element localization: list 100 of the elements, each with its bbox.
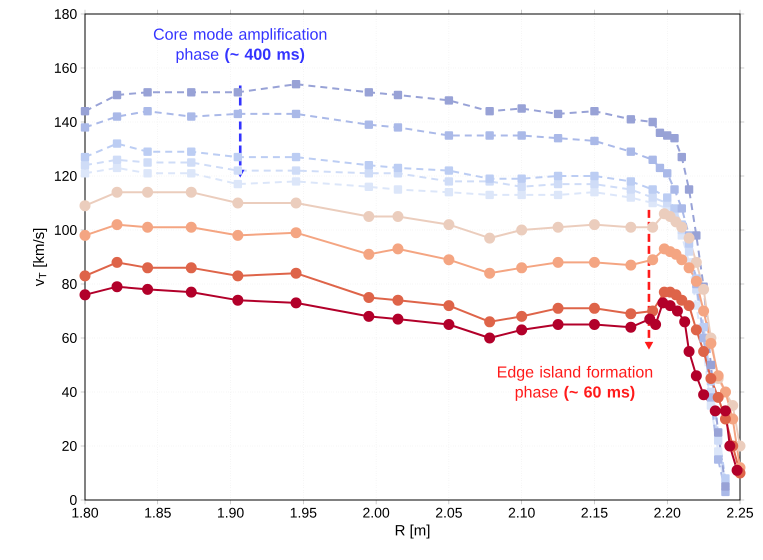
annotation: Core mode amplification phase (~ 400 ms) [154, 28, 326, 64]
y-tick-label: 100 [54, 225, 77, 235]
point [698, 284, 710, 295]
point [363, 292, 374, 303]
x-tick-label: 2.00 [363, 508, 390, 518]
point [484, 316, 496, 328]
point [588, 219, 600, 230]
point [626, 177, 636, 186]
point [706, 360, 716, 370]
point [724, 440, 736, 452]
y-tick-label: 120 [54, 171, 77, 181]
point [684, 262, 695, 274]
point [625, 222, 636, 233]
point [485, 190, 494, 200]
point [663, 169, 672, 178]
x-tick-label: 2.20 [654, 508, 680, 518]
point [590, 172, 599, 180]
point [80, 106, 90, 116]
point [143, 106, 152, 116]
point [721, 474, 730, 483]
point [112, 186, 123, 198]
point [187, 169, 196, 178]
point [292, 177, 300, 186]
point [517, 174, 526, 183]
point [676, 294, 688, 306]
y-tick-label: 60 [62, 333, 77, 343]
x-tick-label: 1.85 [145, 508, 171, 518]
point [392, 314, 404, 325]
point [142, 186, 154, 198]
point [234, 180, 242, 188]
annotation: Edge island formation phase (~ 60 ms) [498, 366, 652, 401]
point [516, 324, 528, 336]
point [392, 211, 404, 222]
y-tick-label: 40 [62, 387, 77, 397]
point [590, 188, 599, 196]
point [363, 248, 374, 260]
point [186, 262, 197, 274]
point [554, 110, 562, 118]
point [554, 134, 562, 142]
point [679, 316, 690, 328]
point [517, 104, 526, 113]
point [588, 256, 600, 268]
point [517, 131, 526, 140]
point [394, 185, 402, 194]
point [232, 294, 244, 306]
point [626, 193, 636, 202]
point [656, 164, 664, 172]
point [444, 166, 454, 175]
point [552, 319, 564, 330]
point [394, 164, 402, 172]
point [664, 300, 676, 312]
point [625, 308, 636, 320]
point [394, 123, 402, 132]
point [517, 190, 526, 200]
point [588, 302, 600, 314]
point [443, 319, 454, 330]
x-tick-label: 2.10 [508, 508, 535, 518]
point [112, 112, 122, 121]
point [186, 222, 197, 233]
point [699, 323, 708, 332]
point [626, 147, 636, 156]
point [143, 158, 152, 167]
point [290, 198, 302, 208]
point [670, 134, 679, 142]
point [364, 161, 374, 170]
point [554, 190, 562, 200]
point [684, 232, 695, 244]
point [663, 131, 672, 140]
point [112, 219, 123, 230]
point [684, 185, 694, 194]
x-tick-label: 1.80 [72, 508, 98, 518]
point [714, 455, 722, 464]
point [485, 106, 494, 116]
point [552, 256, 564, 268]
point [142, 262, 154, 274]
point [364, 169, 374, 178]
point [705, 373, 716, 384]
point [714, 436, 722, 445]
point [517, 182, 526, 191]
point [676, 254, 688, 266]
y-tick-label: 180 [54, 9, 77, 19]
x-tick-label: 2.25 [727, 508, 754, 518]
point [80, 230, 90, 241]
point [112, 156, 122, 164]
point [80, 289, 90, 300]
point [712, 392, 724, 403]
point [444, 177, 454, 186]
point [187, 147, 196, 156]
point [588, 319, 600, 330]
x-tick-label: 2.15 [582, 508, 608, 518]
point [676, 222, 688, 233]
point [690, 370, 702, 382]
point [80, 200, 90, 212]
point [290, 268, 302, 279]
point [443, 219, 454, 230]
point [292, 152, 300, 162]
point [625, 322, 636, 333]
point [143, 169, 152, 178]
point [364, 182, 374, 191]
point [143, 147, 152, 156]
